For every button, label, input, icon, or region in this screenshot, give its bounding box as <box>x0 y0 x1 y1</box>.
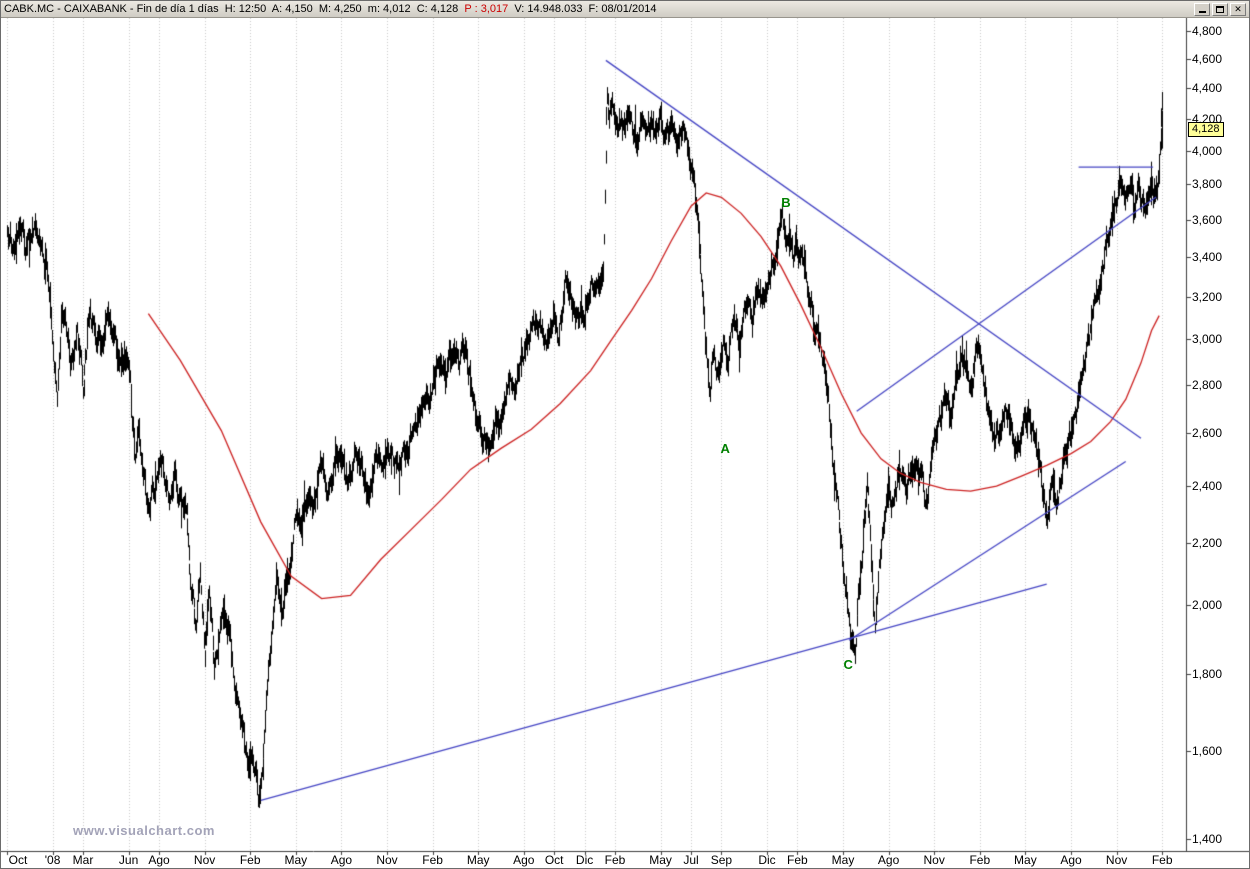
close-icon: ✕ <box>1234 3 1242 14</box>
price-chart-canvas[interactable] <box>1 18 1249 868</box>
minimize-button[interactable] <box>1194 2 1210 16</box>
close-button[interactable]: ✕ <box>1230 2 1246 16</box>
titlebar-volume-date: V: 14.948.033 F: 08/01/2014 <box>508 3 657 15</box>
window-controls: ✕ <box>1194 2 1246 16</box>
minimize-icon <box>1198 10 1206 13</box>
titlebar-quote-info: CABK.MC - CAIXABANK - Fin de día 1 días … <box>4 3 465 15</box>
restore-icon <box>1216 5 1224 13</box>
restore-button[interactable] <box>1212 2 1228 16</box>
titlebar-prev-price: P : 3,017 <box>464 3 509 15</box>
window-titlebar[interactable]: CABK.MC - CAIXABANK - Fin de día 1 días … <box>1 1 1249 18</box>
